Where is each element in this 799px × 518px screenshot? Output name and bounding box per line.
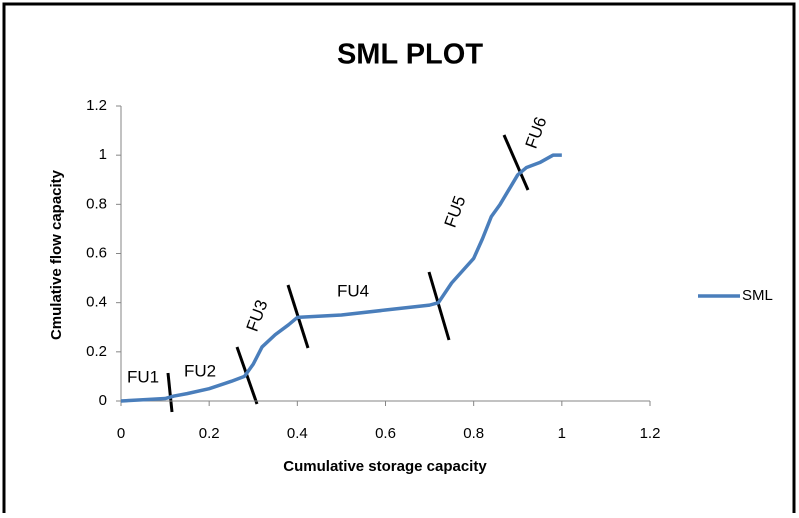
x-tick-label: 0.4: [287, 425, 308, 442]
y-tick-label: 0.4: [86, 294, 107, 311]
y-tick-label: 0: [99, 392, 107, 409]
y-tick-label: 0.6: [86, 244, 107, 261]
x-tick-label: 1.2: [640, 425, 661, 442]
x-axis-label: Cumulative storage capacity: [283, 458, 487, 475]
unit-divider: [427, 271, 451, 341]
data-line: [120, 153, 562, 403]
unit-divider: [502, 134, 530, 191]
y-tick-label: 0.8: [86, 195, 107, 212]
y-tick-label: 0.2: [86, 343, 107, 360]
annotation: FU1: [127, 367, 159, 386]
annotation: FU2: [184, 361, 216, 380]
chart-title: SML PLOT: [337, 39, 483, 71]
y-tick-label: 1: [99, 146, 107, 163]
x-tick-label: 0: [117, 425, 125, 442]
y-tick-label: 1.2: [86, 97, 107, 114]
x-tick-label: 0.8: [463, 425, 484, 442]
annotation: FU4: [337, 281, 369, 300]
y-axis-label: Cmulative flow capacity: [48, 169, 65, 340]
legend-label: SML: [742, 287, 773, 304]
unit-divider: [166, 372, 174, 413]
x-tick-label: 0.6: [375, 425, 396, 442]
x-tick-label: 0.2: [199, 425, 220, 442]
x-tick-label: 1: [558, 425, 566, 442]
